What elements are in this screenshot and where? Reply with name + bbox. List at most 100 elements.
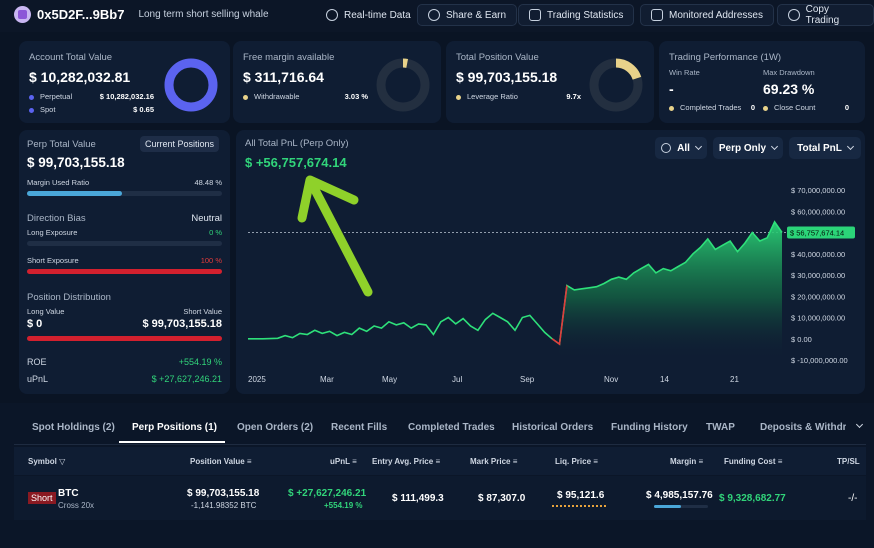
row-tpsl: -/- [848, 493, 858, 504]
monitor-icon [651, 9, 663, 21]
tab-completed-trades[interactable]: Completed Trades [408, 422, 495, 433]
row-symbol[interactable]: BTC [58, 488, 79, 499]
tab-historical-orders[interactable]: Historical Orders [512, 422, 594, 433]
chevron-down-icon [771, 142, 779, 151]
sort-icon: ≡ [593, 457, 598, 466]
distribution-title: Position Distribution [27, 292, 111, 303]
col-mark-price[interactable]: Mark Price ≡ [470, 457, 518, 466]
roe-row: ROE +554.19 % [27, 357, 222, 367]
margin-ratio-fill [654, 505, 681, 508]
short-exposure-fill [27, 269, 222, 274]
completed-trades-row: Completed Trades 0 [669, 103, 755, 112]
col-symbol[interactable]: Symbol ▽ [28, 457, 66, 466]
wallet-address[interactable]: 0x5D2F...9Bb7 [37, 7, 125, 22]
perp-panel: Perp Total Value Current Positions $ 99,… [19, 130, 230, 394]
direction-bias-row: Direction Bias Neutral [27, 213, 222, 224]
realtime-data-button[interactable]: Real-time Data [316, 4, 421, 26]
free-margin-card: Free margin available $ 311,716.64 Withd… [233, 41, 441, 123]
col-upnl[interactable]: uPnL ≡ [330, 457, 357, 466]
tab-recent-fills[interactable]: Recent Fills [331, 422, 388, 433]
margin-used-row: Margin Used Ratio 48.48 % [27, 178, 222, 187]
trading-performance-card: Trading Performance (1W) Win Rate - Max … [659, 41, 865, 123]
current-positions-button[interactable]: Current Positions [140, 136, 220, 152]
x-tick-label: Nov [604, 375, 618, 384]
x-tick-label: 21 [730, 375, 739, 384]
bar-chart-icon [529, 9, 541, 21]
drawdown-low-segment [551, 285, 568, 346]
perpetual-row: Perpetual $ 10,282,032.16 [29, 92, 154, 101]
leverage-row: Leverage Ratio 9.7x [456, 92, 581, 101]
perp-total-title: Perp Total Value [27, 139, 96, 150]
close-count-row: Close Count 0 [763, 103, 849, 112]
col-margin[interactable]: Margin ≡ [670, 457, 704, 466]
sort-icon: ≡ [512, 457, 518, 466]
range-filter-dropdown[interactable]: All [655, 137, 707, 159]
performance-title: Trading Performance (1W) [669, 52, 782, 63]
tab-perp-positions[interactable]: Perp Positions (1) [132, 422, 218, 433]
liq-distance-bar [552, 505, 606, 507]
sort-icon: ≡ [246, 457, 252, 466]
x-tick-label: 14 [660, 375, 669, 384]
col-entry-price[interactable]: Entry Avg. Price ≡ [372, 457, 441, 466]
tab-twap[interactable]: TWAP [706, 422, 735, 433]
margin-ratio-bar [654, 505, 708, 508]
top-bar: 0x5D2F...9Bb7 Long term short selling wh… [0, 0, 874, 32]
copy-trading-button[interactable]: Copy Trading [777, 4, 874, 26]
col-position-value[interactable]: Position Value ≡ [190, 457, 252, 466]
max-drawdown-value: 69.23 % [763, 81, 815, 97]
y-tick-label: $ 30,000,000.00 [791, 271, 845, 280]
tab-funding-history[interactable]: Funding History [611, 422, 688, 433]
tab-spot-holdings[interactable]: Spot Holdings (2) [32, 422, 115, 433]
row-upnl-pct: +554.19 % [324, 501, 363, 510]
table-header [14, 447, 866, 475]
current-value-label: $ 56,757,674.14 [790, 229, 844, 238]
clock-icon [661, 143, 672, 153]
account-donut [164, 58, 218, 112]
brand: 0x5D2F...9Bb7 Long term short selling wh… [14, 6, 269, 23]
active-tab-indicator [119, 441, 225, 443]
table-row[interactable] [14, 476, 866, 520]
margin-used-fill [27, 191, 122, 196]
row-funding-cost: $ 9,328,682.77 [719, 493, 786, 504]
wallet-avatar-icon [14, 6, 31, 23]
x-tick-label: Jul [452, 375, 462, 384]
col-tpsl: TP/SL [837, 457, 860, 466]
margin-donut [376, 58, 430, 112]
withdrawable-dot [243, 94, 248, 100]
pnl-series-line [248, 220, 783, 346]
monitored-addresses-button[interactable]: Monitored Addresses [640, 4, 774, 26]
pnl-series-area [559, 221, 782, 360]
side-badge: Short [28, 492, 56, 504]
position-value-value: $ 99,703,155.18 [456, 69, 558, 85]
y-tick-label: $ 70,000,000.00 [791, 186, 845, 195]
y-tick-label: $ 40,000,000.00 [791, 250, 845, 259]
short-exposure-row: Short Exposure 100 % [27, 256, 222, 265]
long-exposure-bar [27, 241, 222, 246]
chevron-down-icon [846, 142, 854, 151]
row-mark-price: $ 87,307.0 [478, 493, 526, 504]
short-exposure-bar [27, 269, 222, 274]
y-tick-label: $ 20,000,000.00 [791, 292, 845, 301]
share-earn-button[interactable]: Share & Earn [417, 4, 518, 26]
col-liq-price[interactable]: Liq. Price ≡ [555, 457, 598, 466]
perpetual-dot [29, 94, 34, 100]
y-tick-label: $ 0.00 [791, 335, 812, 344]
win-rate-label: Win Rate [669, 68, 700, 77]
annotation-arrow [297, 175, 373, 297]
position-value-card: Total Position Value $ 99,703,155.18 Lev… [446, 41, 654, 123]
pnl-type-dropdown[interactable]: Total PnL [789, 137, 861, 159]
col-funding-cost[interactable]: Funding Cost ≡ [724, 457, 783, 466]
position-value-title: Total Position Value [456, 52, 539, 63]
sort-icon: ≡ [352, 457, 357, 466]
sort-icon: ≡ [698, 457, 704, 466]
wallet-tagline: Long term short selling whale [138, 9, 269, 20]
x-tick-label: May [382, 375, 397, 384]
perp-filter-dropdown[interactable]: Perp Only [713, 137, 783, 159]
bottom-panel [0, 403, 874, 548]
tab-open-orders[interactable]: Open Orders (2) [237, 422, 314, 433]
y-tick-label: $ 60,000,000.00 [791, 207, 845, 216]
completed-dot [669, 105, 674, 111]
trading-statistics-button[interactable]: Trading Statistics [518, 4, 635, 26]
tab-deposits-withdraw[interactable]: Deposits & Withdraw [760, 422, 846, 433]
margin-used-bar [27, 191, 222, 196]
